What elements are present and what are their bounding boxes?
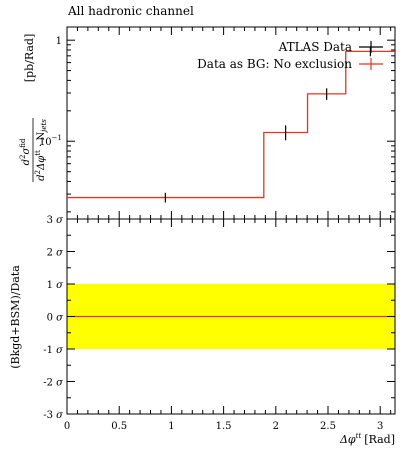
upper-y-label-denominator: d2Δφtt · Njets <box>34 119 48 181</box>
lower-y-tick-label: 1 σ <box>47 280 65 291</box>
lower-y-tick-label: 0 σ <box>47 313 65 324</box>
lower-y-tick-label: 3 σ <box>47 215 65 226</box>
x-tick-label: 0 <box>64 421 70 432</box>
x-tick-label: 3 <box>377 421 383 432</box>
upper-y-label-numerator: d2σfid <box>19 138 32 165</box>
prediction-histogram-line <box>67 50 395 199</box>
upper-y-tick-label: 10−1 <box>39 134 62 148</box>
upper-y-label: [pb/Rad] d2σfid d2Δφtt · Njets <box>19 34 48 182</box>
legend: ATLAS Data Data as BG: No exclusion <box>197 40 383 71</box>
legend-label-prediction: Data as BG: No exclusion <box>197 57 352 71</box>
prediction-histogram <box>67 50 395 199</box>
legend-label-data: ATLAS Data <box>278 40 352 54</box>
lower-y-ticks: -3 σ -2 σ -1 σ 0 σ 1 σ 2 σ 3 σ <box>43 215 395 421</box>
upper-y-tick-label: 1 <box>56 36 62 47</box>
x-tick-label: 1 <box>168 421 174 432</box>
chart-title: All hadronic channel <box>67 4 194 18</box>
lower-x-ticks: 0 0.5 1 1.5 2 2.5 3 <box>64 219 392 432</box>
lower-y-tick-label: -2 σ <box>43 378 64 389</box>
upper-y-ticks: 10−1 1 <box>39 36 395 213</box>
x-tick-label: 1.5 <box>216 421 232 432</box>
x-tick-label: 0.5 <box>111 421 127 432</box>
upper-y-label-text: [pb/Rad] <box>23 34 36 83</box>
lower-y-tick-label: -1 σ <box>43 345 64 356</box>
x-axis-label: Δφtt [Rad] <box>339 432 395 446</box>
upper-panel: 10−1 1 ATLAS Data Data as BG: No exclusio… <box>19 26 396 220</box>
upper-x-ticks <box>66 27 392 219</box>
x-tick-label: 2 <box>273 421 279 432</box>
x-tick-label: 2.5 <box>320 421 336 432</box>
lower-y-tick-label: 2 σ <box>47 248 65 259</box>
lower-panel: -3 σ -2 σ -1 σ 0 σ 1 σ 2 σ 3 σ 0 0.5 1 1.5 2 2.5 3 (… <box>9 215 396 446</box>
lower-y-tick-label: -3 σ <box>43 410 64 421</box>
lower-y-label: (Bkgd+BSM)/Data <box>9 265 22 369</box>
